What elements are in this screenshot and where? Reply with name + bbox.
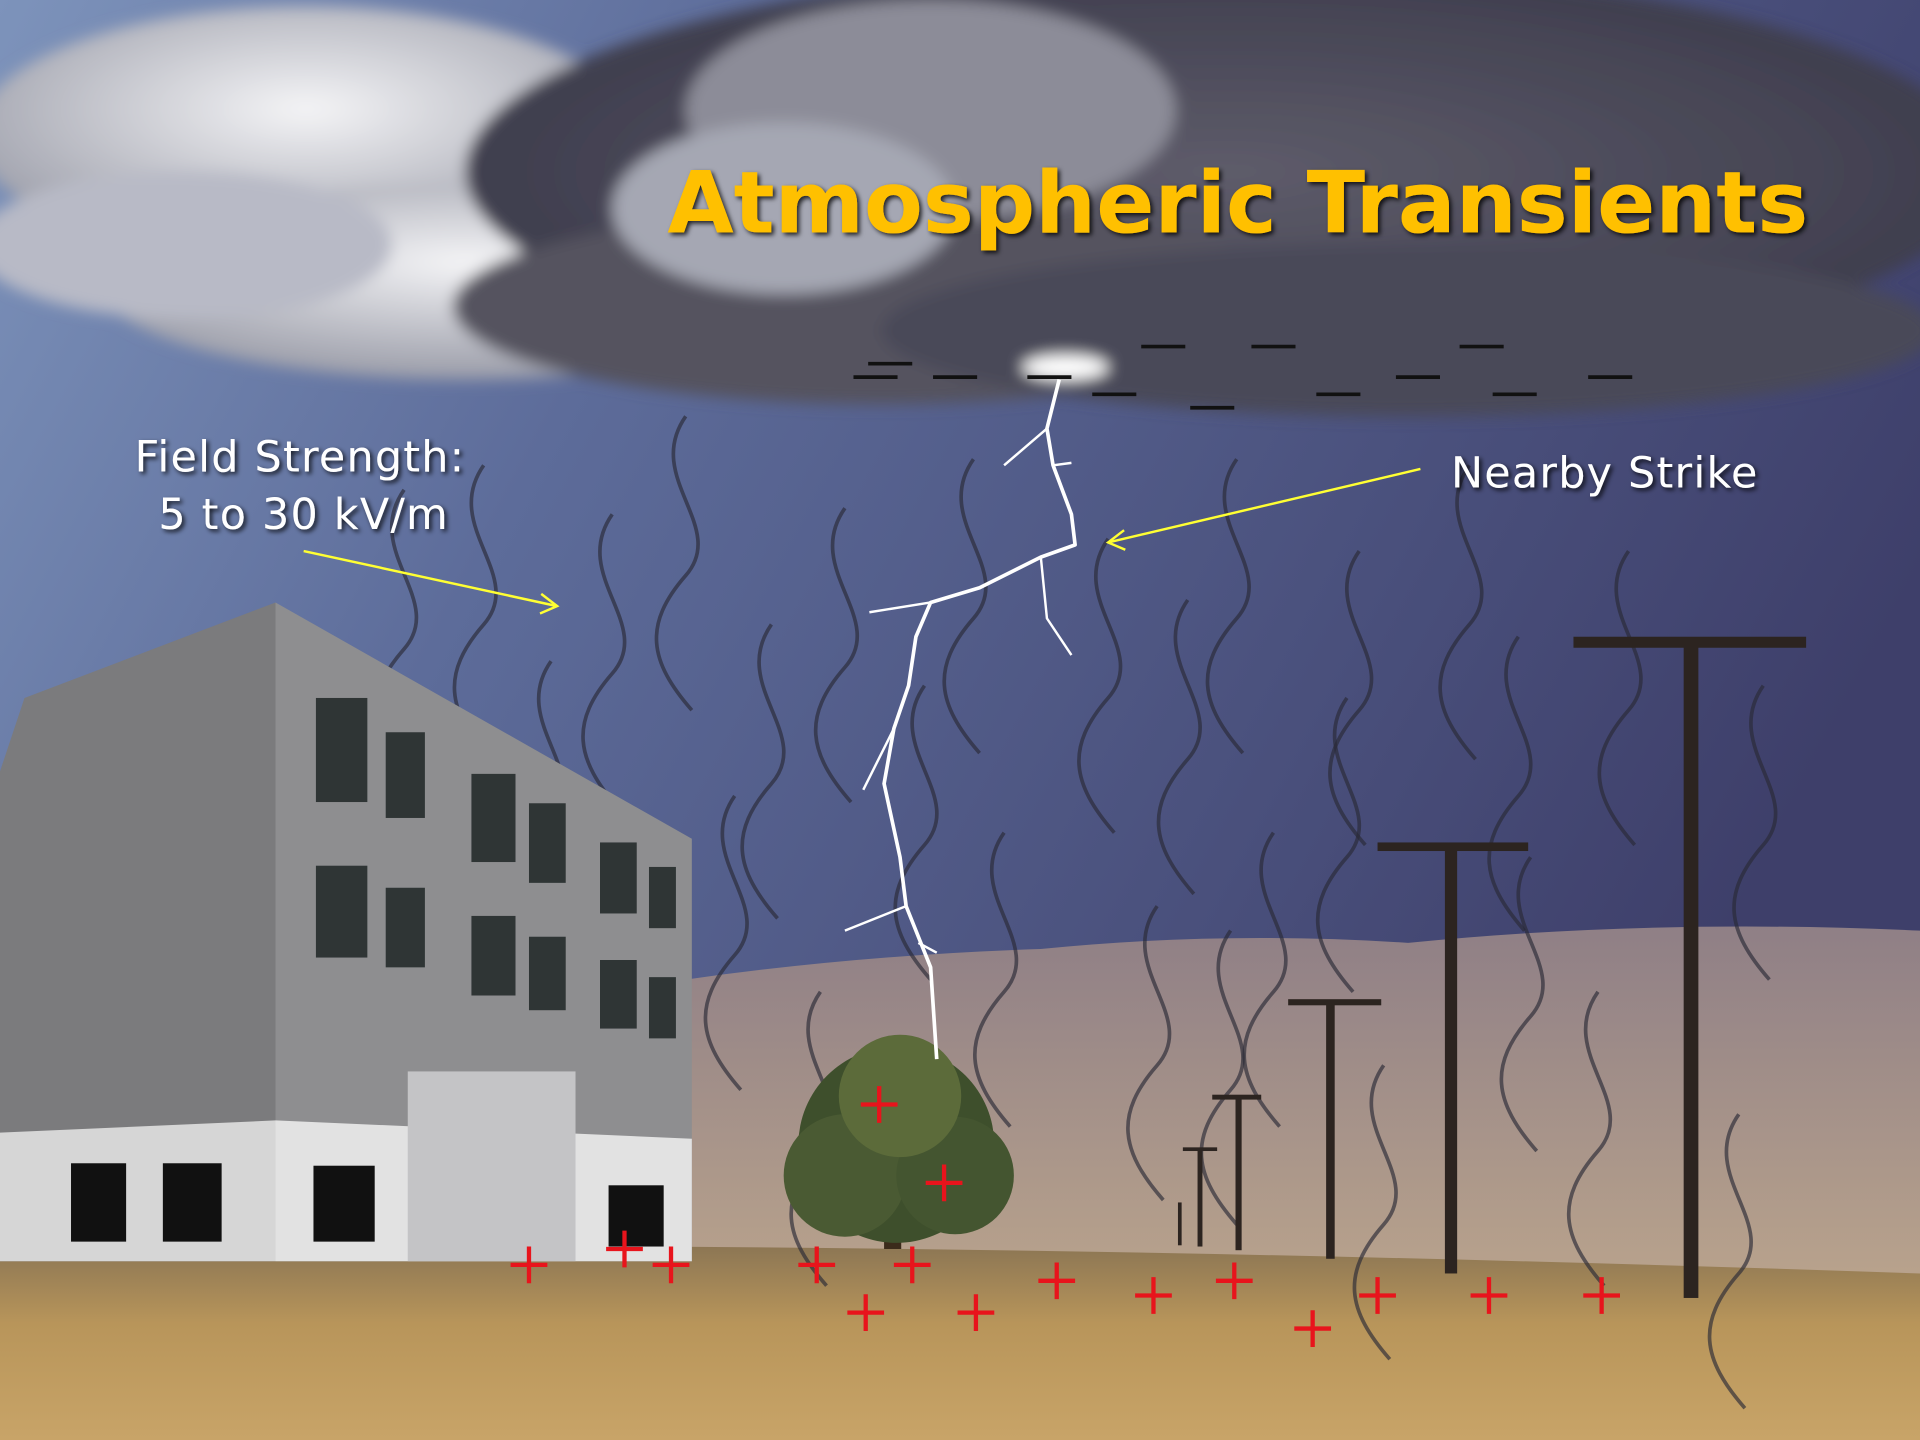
field-strength-value: 5 to 30 kV/m [158,490,449,540]
page: Atmospheric Transients Field Strength: 5… [0,0,1920,1440]
field-strength-label: Field Strength: [135,432,466,482]
illustration: Atmospheric Transients Field Strength: 5… [0,0,1920,1440]
title: Atmospheric Transients [667,154,1808,254]
nearby-strike-label: Nearby Strike [1451,448,1759,498]
ground [0,1246,1920,1440]
